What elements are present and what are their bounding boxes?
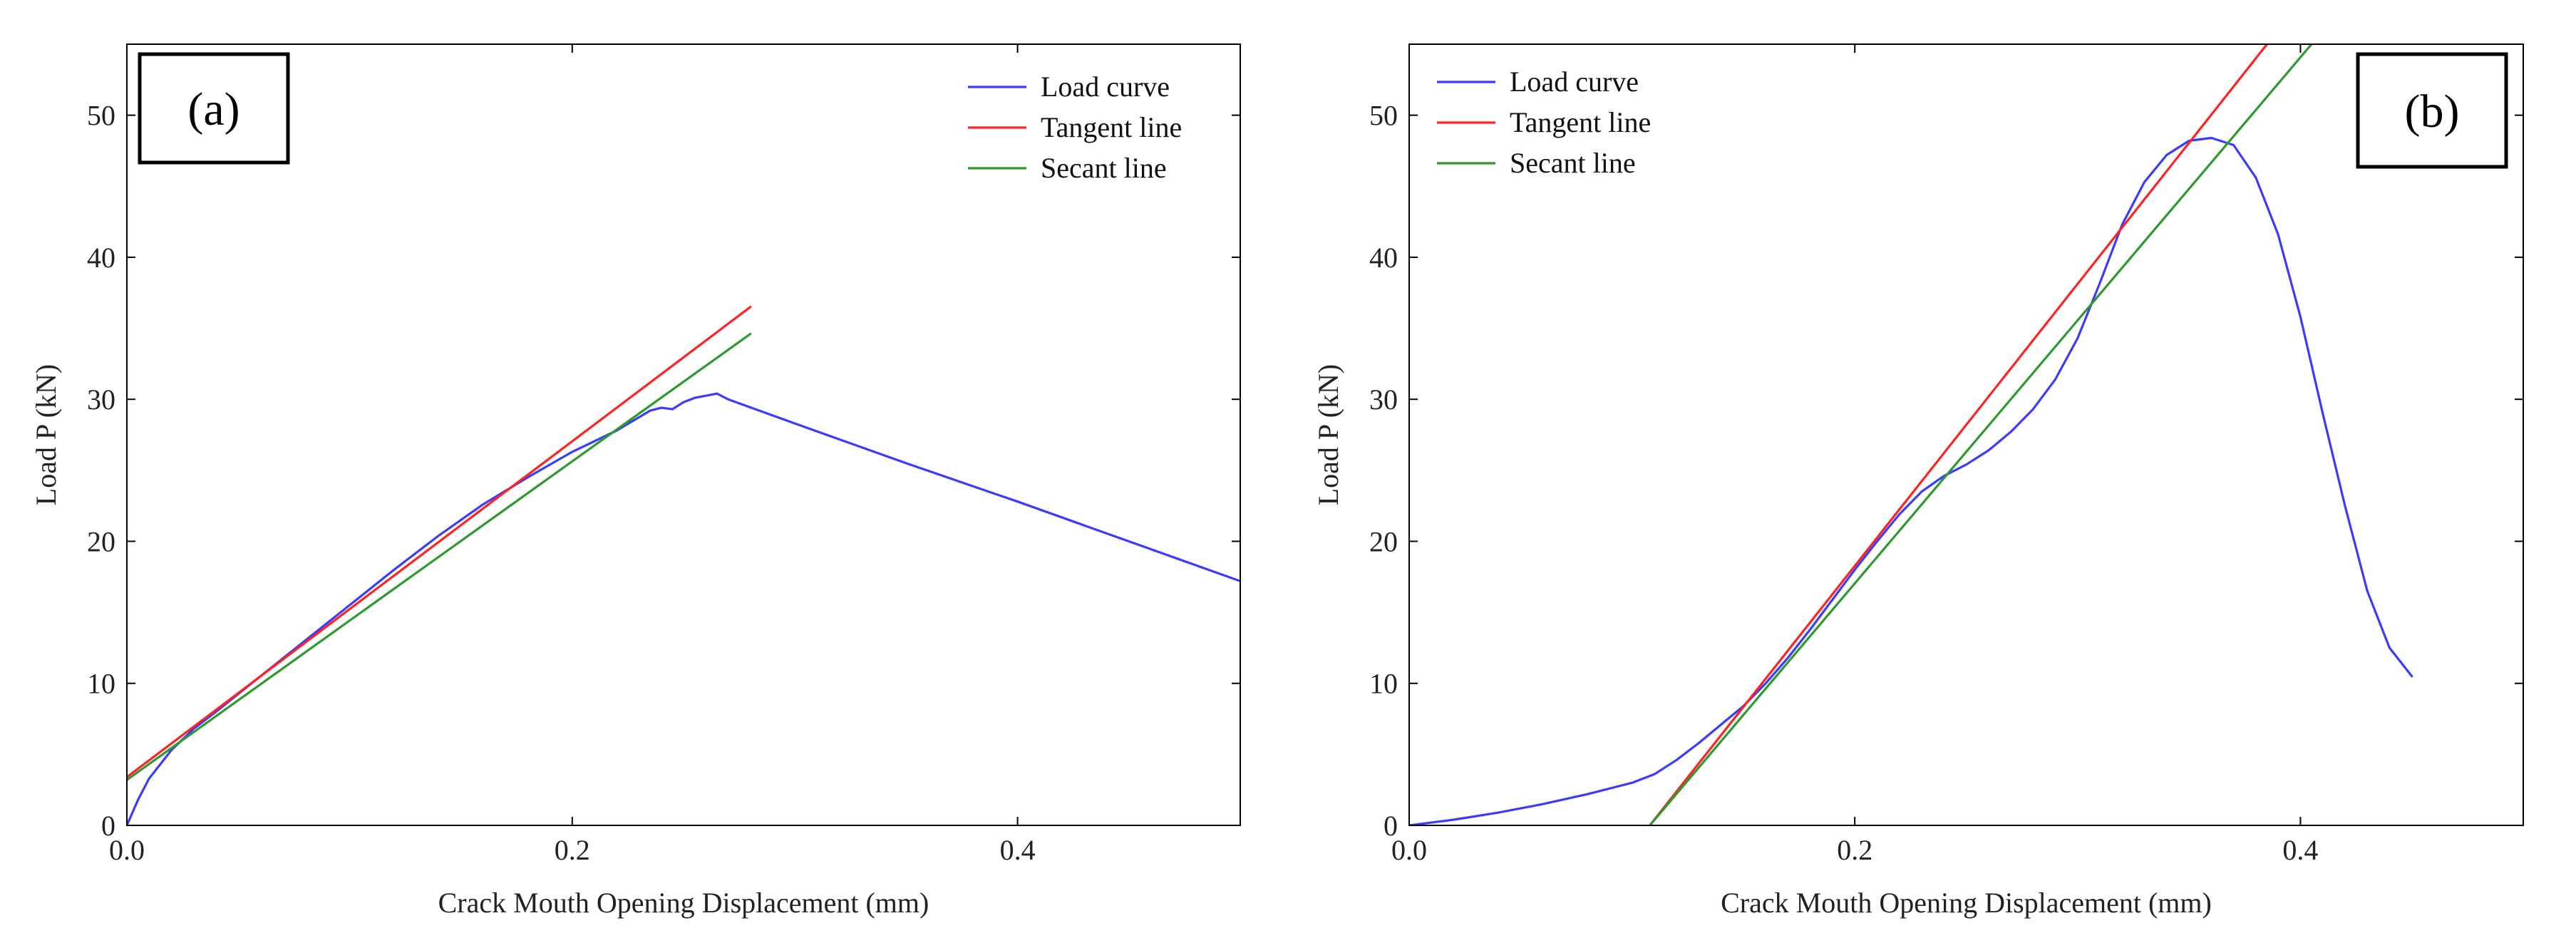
x-tick-label-a-2: 0.4 (1000, 834, 1036, 866)
series-secant-line-b (1649, 44, 2313, 825)
x-tick-label-a-1: 0.2 (555, 834, 590, 866)
y-axis-title-b: Load P (kN) (1312, 364, 1344, 505)
y-tick-label-a-4: 40 (87, 242, 115, 274)
legend-label-secant-line-b: Secant line (1510, 147, 1636, 179)
y-tick-label-b-5: 50 (1369, 100, 1398, 132)
x-tick-label-b-1: 0.2 (1837, 834, 1872, 866)
legend-b: Load curve Tangent line Secant line (1437, 66, 1651, 179)
y-tick-label-b-0: 0 (1384, 810, 1398, 842)
y-tick-label-a-2: 20 (87, 525, 115, 557)
y-tick-label-b-3: 30 (1369, 383, 1398, 416)
legend-label-tangent-line-b: Tangent line (1510, 106, 1651, 138)
legend-label-load-curve-a: Load curve (1041, 71, 1170, 103)
x-tick-label-b-0: 0.0 (1391, 834, 1427, 866)
x-tick-label-a-0: 0.0 (109, 834, 145, 866)
series-secant-line-a (127, 332, 752, 781)
series-load-curve-b (1409, 136, 2413, 825)
panel-label-box-b (2356, 52, 2508, 169)
series-group-a (127, 306, 1240, 825)
chart-panel-b: 0.0 0.2 0.4 0 10 20 30 40 50 Crack Mouth Opening … (1312, 43, 2524, 919)
y-tick-label-b-2: 20 (1369, 525, 1398, 557)
legend-label-load-curve-b: Load curve (1510, 66, 1639, 98)
x-axis-title-b: Crack Mouth Opening Displacement (mm) (1721, 887, 2212, 919)
legend-label-secant-line-a: Secant line (1041, 152, 1167, 184)
y-tick-label-b-4: 40 (1369, 242, 1398, 274)
plot-frame-b (1408, 43, 2524, 826)
y-tick-label-b-1: 10 (1369, 668, 1398, 700)
series-tangent-line-a (127, 306, 752, 778)
chart-panel-a: 0.0 0.2 0.4 0 10 20 30 40 50 Crack Mouth Opening … (30, 43, 1241, 919)
panel-label-b: (b) (2405, 86, 2460, 138)
plot-frame-a (126, 43, 1241, 826)
series-load-curve-a (127, 392, 1240, 825)
y-tick-label-a-0: 0 (101, 810, 115, 842)
legend-a: Load curve Tangent line Secant line (968, 71, 1182, 184)
y-axis-title-a: Load P (kN) (30, 364, 62, 505)
panel-label-a: (a) (187, 83, 239, 135)
y-tick-label-a-1: 10 (87, 668, 115, 700)
series-group-b (1409, 44, 2413, 825)
y-tick-label-a-3: 30 (87, 383, 115, 416)
panel-label-box-a (138, 52, 290, 165)
legend-label-tangent-line-a: Tangent line (1041, 111, 1182, 143)
x-axis-title-a: Crack Mouth Opening Displacement (mm) (438, 887, 929, 919)
x-tick-label-b-2: 0.4 (2282, 834, 2318, 866)
series-tangent-line-b (1649, 44, 2269, 825)
y-tick-label-a-5: 50 (87, 100, 115, 132)
